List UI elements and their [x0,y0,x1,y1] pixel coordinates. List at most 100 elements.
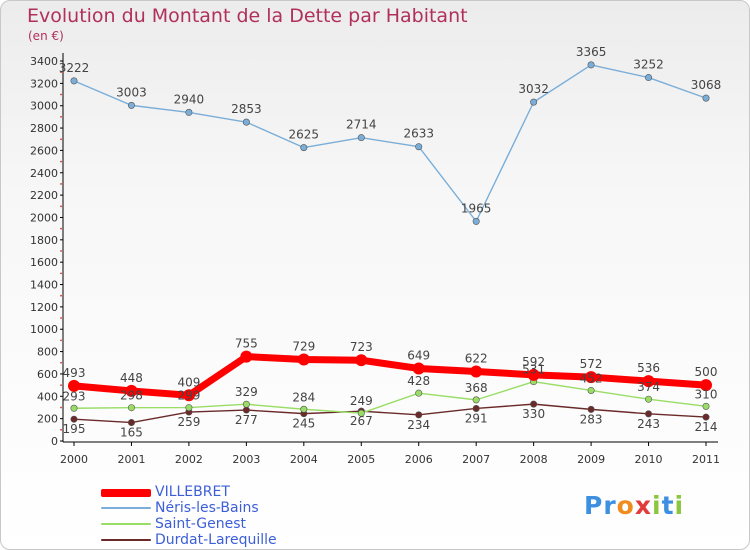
data-label: 755 [235,337,258,351]
data-point [700,379,712,392]
data-label: 293 [63,389,86,403]
data-point [127,419,135,427]
x-tick-label: 2001 [117,453,145,466]
y-minor-tick [60,294,62,297]
legend-swatch [101,523,151,525]
x-tick-label: 2004 [290,453,318,466]
data-label: 329 [235,385,258,399]
y-tick-label: 1400 [30,279,58,292]
y-tick-label: 0 [51,435,58,448]
data-label: 374 [637,380,660,394]
data-point [70,77,78,85]
x-tick-label: 2007 [462,453,490,466]
y-minor-tick [60,250,62,252]
legend-label: Durdat-Larequille [155,532,277,548]
data-label: 299 [177,389,200,403]
y-tick-label: 3400 [30,55,58,68]
data-label: 165 [120,426,143,440]
data-point [530,400,538,408]
y-minor-tick [60,384,62,387]
data-label: 310 [695,387,718,401]
y-tick-label: 400 [37,390,58,403]
data-point [527,368,540,381]
data-point [185,404,193,412]
data-point [415,411,423,419]
data-point [185,108,193,116]
data-label: 622 [465,351,488,365]
x-tick-label: 2005 [347,453,375,466]
data-label: 249 [350,394,373,408]
y-minor-tick [60,227,62,230]
data-point [300,405,308,413]
y-minor-tick [60,428,62,431]
data-point [472,396,480,404]
data-point [645,395,653,403]
data-label: 283 [580,412,603,426]
data-label: 214 [695,420,718,434]
y-tick-label: 1000 [30,323,58,336]
x-tick-label: 2010 [635,453,663,466]
y-minor-tick [60,138,62,141]
data-label: 723 [350,340,373,354]
data-label: 2633 [403,127,434,141]
data-point [642,375,655,388]
data-label: 531 [522,363,545,377]
y-minor-tick [60,317,62,319]
data-point [355,354,368,367]
data-label: 267 [350,414,373,428]
data-label: 448 [120,371,143,385]
legend-swatch [101,507,151,509]
data-label: 3032 [518,82,549,96]
data-point [472,217,480,225]
data-label: 2940 [174,92,205,106]
data-point [242,400,250,408]
y-tick-label: 600 [37,368,58,381]
chart-title: Evolution du Montant de la Dette par Hab… [27,5,468,27]
data-label: 195 [63,422,86,436]
data-point [702,413,710,421]
y-minor-tick [60,406,62,409]
data-label: 729 [292,340,315,354]
data-label: 2853 [231,102,262,116]
x-tick-label: 2000 [60,453,88,466]
series-line-0 [70,353,710,399]
data-label: 368 [465,381,488,395]
y-minor-tick [60,205,62,208]
data-label: 3222 [59,61,90,75]
data-label: 649 [407,348,430,362]
data-point [127,101,135,109]
y-tick-label: 2800 [30,122,58,135]
data-label: 284 [292,390,315,404]
data-point [702,94,710,102]
data-point [645,74,653,82]
data-point [415,143,423,151]
data-label: 572 [580,357,603,371]
data-point [530,98,538,106]
y-minor-tick [60,339,62,342]
y-tick-label: 800 [37,346,58,359]
data-label: 298 [120,389,143,403]
y-tick-label: 1800 [30,234,58,247]
data-label: 3003 [116,85,147,99]
x-tick-label: 2002 [175,453,203,466]
y-tick-label: 3000 [30,100,58,113]
y-minor-tick [60,93,62,96]
y-tick-label: 2400 [30,167,58,180]
data-label: 500 [695,365,718,379]
data-point [297,353,310,366]
data-label: 3252 [633,58,664,72]
y-tick-label: 2600 [30,144,58,157]
data-label: 3365 [576,45,607,59]
y-tick-label: 1600 [30,256,58,269]
legend-label: VILLEBRET [155,484,230,500]
y-minor-tick [60,272,62,275]
data-point [127,404,135,412]
data-point [470,365,483,378]
legend-label: Néris-les-Bains [155,500,259,516]
data-label: 409 [177,375,200,389]
x-tick-label: 2009 [577,453,605,466]
data-point [645,410,653,418]
data-point [300,144,308,152]
series-line-1 [73,64,707,223]
